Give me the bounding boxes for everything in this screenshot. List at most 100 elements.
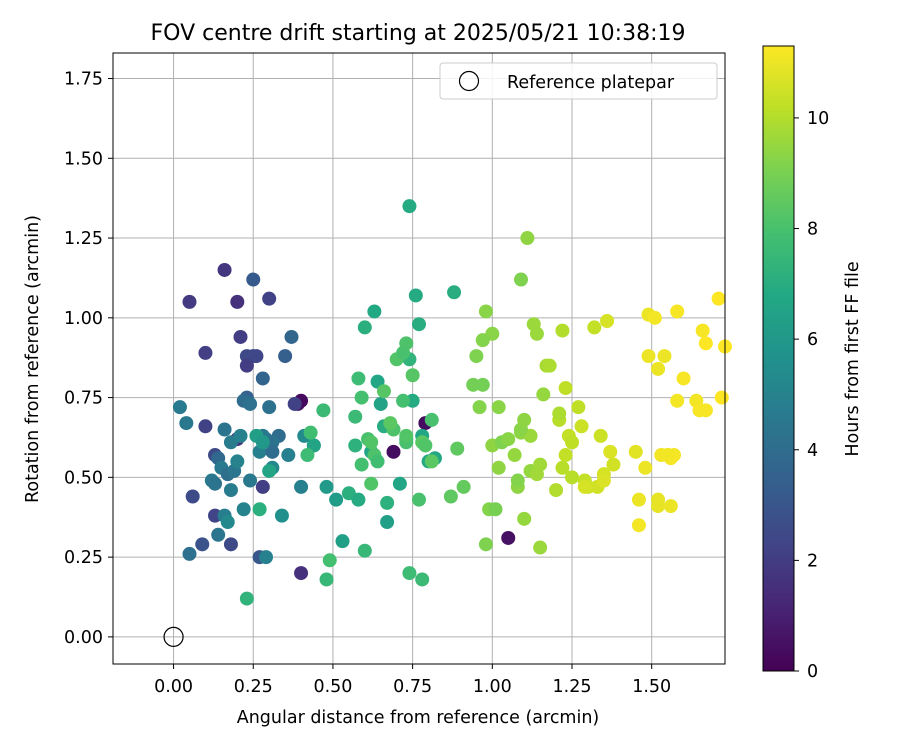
data-point (198, 419, 213, 434)
data-point (392, 476, 407, 491)
data-point (252, 502, 267, 517)
data-point (418, 438, 433, 453)
data-point (380, 515, 395, 530)
data-point (348, 438, 363, 453)
data-point (412, 492, 426, 507)
data-point (364, 476, 379, 491)
data-point (399, 428, 414, 443)
data-point (647, 310, 662, 325)
data-point (475, 377, 490, 392)
legend: Reference platepar (439, 62, 718, 100)
colorbar-label: Hours from first FF file (843, 261, 863, 456)
data-point (641, 349, 656, 364)
reference-platepar-marker (163, 626, 184, 647)
data-point (399, 336, 414, 351)
colorbar-tick-label: 2 (807, 551, 818, 571)
data-point (412, 317, 426, 332)
data-point (628, 444, 643, 459)
data-point (239, 358, 254, 373)
y-axis-label: Rotation from reference (arcmin) (23, 215, 43, 503)
data-point (405, 368, 420, 383)
ticks-layer: 0.00 0.25 0.50 0.75 1.00 1.25 1.50 0.00 0.25 0.50… (64, 70, 671, 697)
data-point (262, 400, 277, 415)
data-point (424, 454, 439, 469)
data-point (663, 499, 678, 514)
data-point (491, 460, 506, 475)
points-layer (163, 199, 732, 647)
data-point (466, 377, 481, 392)
data-point (278, 349, 293, 364)
data-point (281, 448, 296, 463)
y-tick-label: 0.50 (64, 468, 103, 488)
data-point (223, 483, 238, 498)
data-point (239, 349, 254, 364)
x-tick-label: 0.00 (154, 677, 193, 697)
data-point (230, 454, 245, 469)
data-point (555, 323, 570, 338)
data-point (370, 454, 385, 469)
y-tick-label: 0.75 (64, 389, 103, 409)
data-point (472, 400, 487, 415)
data-point (456, 479, 471, 494)
data-point (711, 291, 726, 306)
data-point (243, 473, 258, 488)
data-point (606, 457, 621, 472)
data-point (294, 479, 309, 494)
data-point (447, 285, 462, 300)
data-point (319, 479, 334, 494)
data-point (565, 470, 579, 485)
data-point (351, 492, 366, 507)
data-point (373, 396, 388, 411)
data-point (549, 483, 564, 498)
grid-layer (113, 53, 725, 664)
data-point (348, 409, 363, 424)
data-point (198, 345, 213, 360)
y-tick-label: 1.50 (64, 149, 103, 169)
data-point (354, 390, 369, 405)
data-point (357, 543, 372, 558)
data-point (316, 403, 331, 418)
data-point (565, 435, 579, 450)
colorbar: 0 2 4 6 8 10 Hours from first FF file (762, 45, 863, 682)
legend-label-reference-platepar: Reference platepar (507, 73, 675, 93)
data-point (698, 336, 713, 351)
colorbar-tick-label: 8 (807, 220, 818, 240)
data-point (329, 492, 344, 507)
data-point (571, 400, 586, 415)
data-point (558, 448, 573, 463)
colorbar-tick-label: 0 (807, 662, 818, 682)
data-point (475, 333, 490, 348)
data-point (510, 473, 525, 488)
data-point (478, 304, 493, 319)
data-point (517, 511, 532, 526)
x-axis-label: Angular distance from reference (arcmin) (237, 708, 600, 728)
data-point (182, 294, 197, 309)
y-tick-label: 1.25 (64, 229, 103, 249)
data-point (287, 396, 302, 411)
data-point (676, 371, 691, 386)
data-point (211, 527, 226, 542)
data-point (195, 537, 210, 552)
data-point (695, 323, 710, 338)
data-point (262, 291, 277, 306)
data-point (249, 349, 264, 364)
data-point (255, 435, 270, 450)
data-point (520, 231, 535, 246)
colorbar-gradient (762, 45, 795, 672)
data-point (402, 566, 417, 581)
data-point (424, 412, 439, 427)
data-point (670, 304, 685, 319)
data-point (208, 476, 222, 491)
data-point (354, 457, 369, 472)
data-point (380, 495, 395, 510)
x-tick-label: 1.00 (473, 677, 512, 697)
data-point (501, 432, 516, 447)
plot-frame (112, 52, 726, 665)
data-point (698, 403, 713, 418)
data-point (491, 400, 506, 415)
data-point (172, 400, 187, 415)
data-point (631, 492, 646, 507)
data-point (577, 479, 592, 494)
data-point (233, 428, 248, 443)
